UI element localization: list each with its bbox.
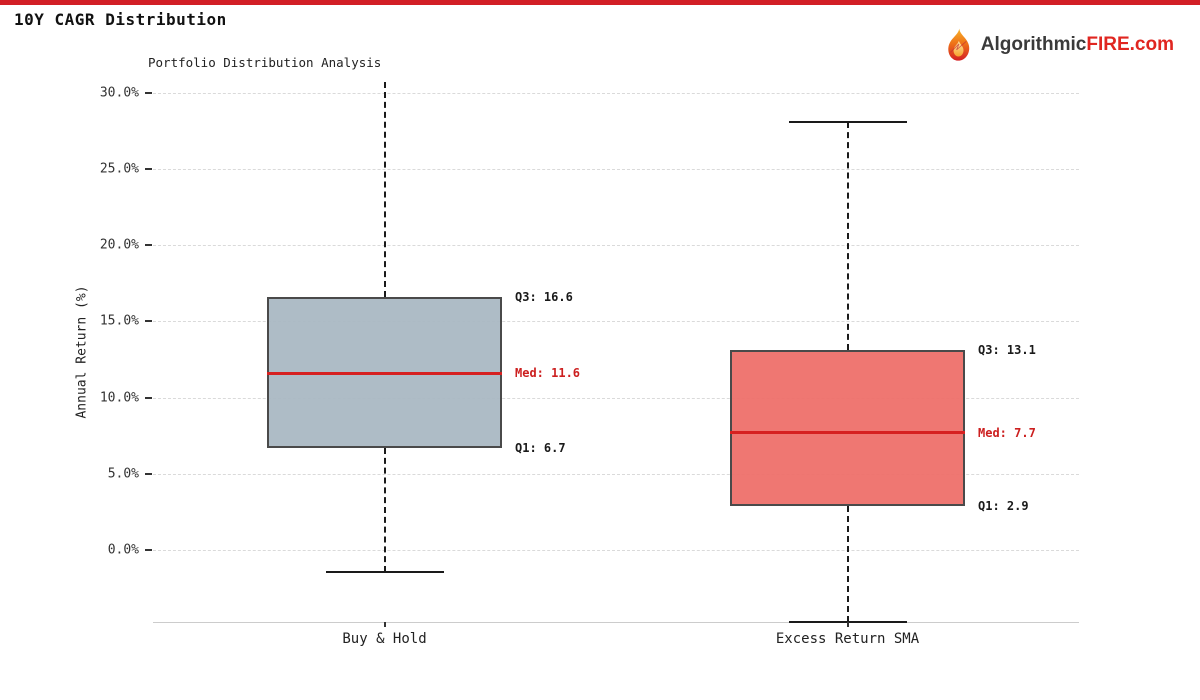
y-tick-mark [145,244,152,247]
annotation-q3: Q3: 16.6 [515,290,573,305]
chart-title: Portfolio Distribution Analysis [148,55,382,70]
gridline-25 [153,168,1079,170]
gridline-15 [153,321,1079,323]
logo-text-com: .com [1129,34,1174,55]
median-line [267,371,502,375]
page-title: 10Y CAGR Distribution [14,10,227,29]
x-tick-mark [846,622,849,627]
whisker-lower [383,448,386,572]
whisker-upper [383,82,386,298]
whisker-upper [846,121,849,351]
gridline-5 [153,474,1079,476]
y-tick-mark [145,549,152,552]
y-tick-label: 25.0% [99,161,139,177]
annotation-median: Med: 11.6 [515,366,581,381]
y-tick-mark [145,396,152,399]
whisker-cap-lower [325,570,444,573]
gridline-30 [153,92,1079,94]
annotation-median: Med: 7.7 [978,425,1036,440]
annotation-q1: Q1: 2.9 [978,499,1029,514]
x-axis-line [153,622,1079,623]
gridline-0 [153,550,1079,552]
y-tick-label: 15.0% [99,313,139,329]
annotation-q3: Q3: 13.1 [978,343,1036,358]
flame-icon [948,28,970,61]
x-tick-label: Buy & Hold [342,631,427,647]
y-tick-mark [145,320,152,323]
y-tick-mark [145,473,152,476]
whisker-lower [846,506,849,622]
y-tick-label: 10.0% [99,390,139,406]
annotation-q1: Q1: 6.7 [515,441,566,456]
logo-text-dark: Algorithmic [980,34,1087,55]
top-accent-bar [0,0,1200,5]
gridline-20 [153,245,1079,247]
y-tick-mark [145,167,152,170]
median-line [730,431,965,435]
y-tick-label: 20.0% [99,237,139,253]
y-tick-mark [145,91,152,94]
y-tick-label: 30.0% [99,85,139,101]
whisker-cap-upper [788,120,907,123]
x-tick-mark [383,622,386,627]
y-tick-label: 5.0% [107,466,139,482]
logo-text-fire: FIRE [1086,34,1130,55]
y-tick-label: 0.0% [107,542,139,558]
logo-link[interactable]: AlgorithmicFIRE.com [944,28,1174,62]
gridline-10 [153,397,1079,399]
box-2-rect [730,350,965,507]
x-tick-label: Excess Return SMA [775,631,920,647]
